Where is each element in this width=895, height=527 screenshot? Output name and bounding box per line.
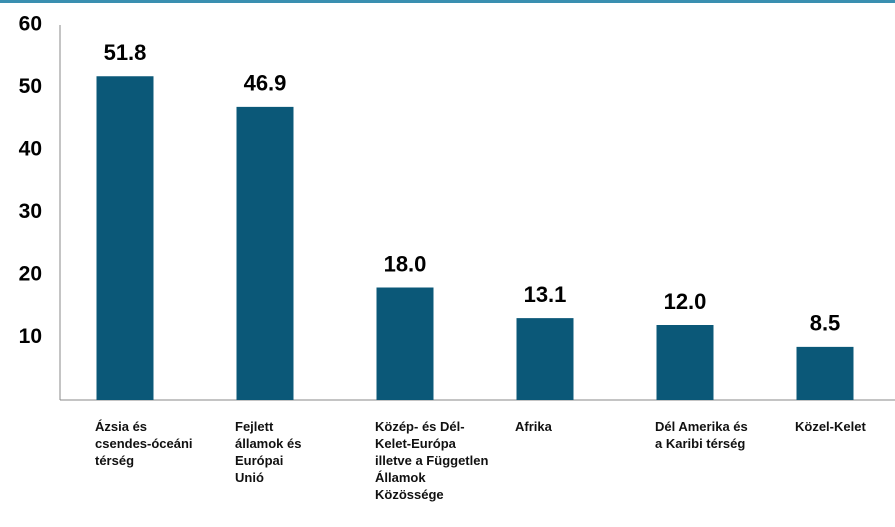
bar bbox=[796, 346, 854, 400]
value-label: 8.5 bbox=[810, 311, 841, 336]
value-label: 13.1 bbox=[524, 282, 567, 307]
bar bbox=[96, 76, 154, 400]
x-tick-label: Fejlett államok és Európai Unió bbox=[235, 419, 302, 485]
bar bbox=[236, 106, 294, 400]
bar bbox=[376, 287, 434, 400]
y-tick-label: 30 bbox=[19, 200, 42, 223]
value-label: 51.8 bbox=[104, 40, 147, 65]
x-tick-label: Dél Amerika és a Karibi térség bbox=[655, 419, 748, 451]
value-label: 18.0 bbox=[384, 251, 427, 276]
value-label: 46.9 bbox=[244, 71, 287, 96]
x-tick-label: Ázsia és csendes-óceáni térség bbox=[95, 419, 193, 468]
y-tick-label: 10 bbox=[19, 325, 42, 348]
x-tick-label: Közel-Kelet bbox=[795, 419, 866, 434]
x-tick-label: Afrika bbox=[515, 419, 552, 434]
x-tick-label: Közép- és Dél- Kelet-Európa illetve a Fü… bbox=[375, 419, 489, 502]
y-tick-label: 50 bbox=[19, 75, 42, 98]
y-tick-label: 60 bbox=[19, 13, 42, 36]
bar bbox=[516, 318, 574, 400]
bar bbox=[656, 325, 714, 400]
value-label: 12.0 bbox=[664, 289, 707, 314]
y-tick-label: 40 bbox=[19, 138, 42, 161]
y-tick-label: 20 bbox=[19, 263, 42, 286]
